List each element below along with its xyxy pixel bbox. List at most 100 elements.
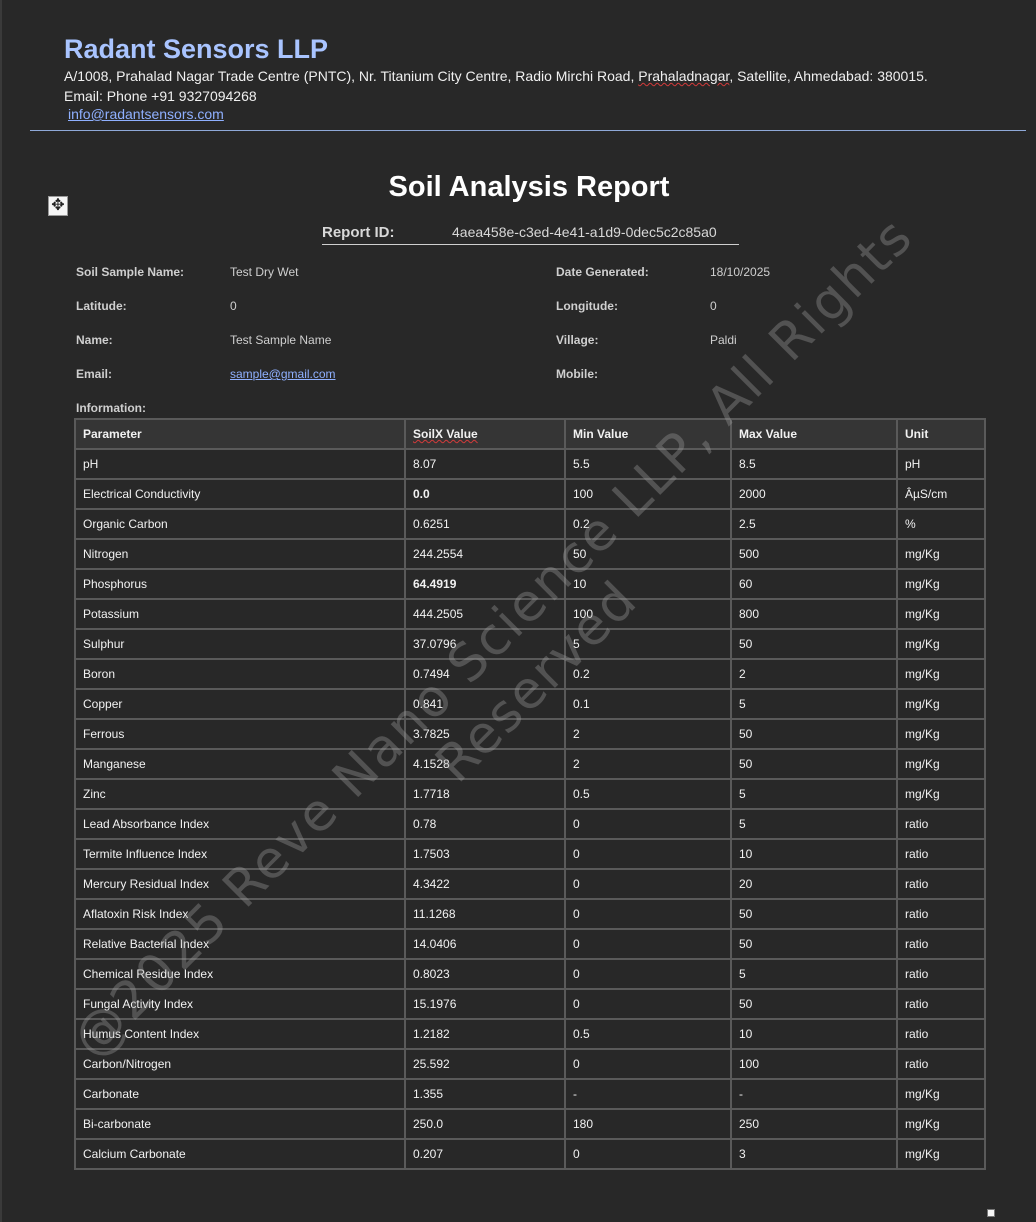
cell-soilx-value: 4.3422 — [404, 868, 566, 900]
company-name: Radant Sensors LLP — [64, 34, 329, 64]
move-table-icon[interactable]: ✥ — [48, 196, 68, 216]
cell-soilx-value: 14.0406 — [404, 928, 566, 960]
cell-unit: mg/Kg — [896, 568, 986, 600]
table-row: Phosphorus 64.4919 10 60 mg/Kg — [74, 568, 986, 600]
cell-min-value: 0.5 — [564, 1018, 732, 1050]
table-resize-handle[interactable] — [987, 1209, 995, 1217]
table-row: Fungal Activity Index 15.1976 0 50 ratio — [74, 988, 986, 1020]
header-unit: Unit — [896, 418, 986, 450]
cell-min-value: 0.5 — [564, 778, 732, 810]
table-row: Lead Absorbance Index 0.78 0 5 ratio — [74, 808, 986, 840]
cell-parameter: pH — [74, 448, 406, 480]
cell-min-value: 0 — [564, 868, 732, 900]
cell-max-value: 50 — [730, 928, 898, 960]
cell-min-value: 0.1 — [564, 688, 732, 720]
cell-unit: mg/Kg — [896, 718, 986, 750]
cell-soilx-value: 250.0 — [404, 1108, 566, 1140]
header-soilx-value: SoilX Value — [404, 418, 566, 450]
cell-max-value: 50 — [730, 988, 898, 1020]
address-misspelled-word[interactable]: Prahaladnagar — [638, 68, 730, 84]
cell-parameter: Relative Bacterial Index — [74, 928, 406, 960]
cell-unit: ratio — [896, 868, 986, 900]
cell-unit: ratio — [896, 988, 986, 1020]
header-soilx-value-text: SoilX Value — [413, 427, 478, 441]
table-header-row: Parameter SoilX Value Min Value Max Valu… — [74, 418, 986, 450]
cell-min-value: 50 — [564, 538, 732, 570]
cell-min-value: 180 — [564, 1108, 732, 1140]
cell-parameter: Copper — [74, 688, 406, 720]
cell-min-value: 0.2 — [564, 508, 732, 540]
cell-parameter: Zinc — [74, 778, 406, 810]
page-left-edge — [0, 0, 2, 1222]
table-row: Relative Bacterial Index 14.0406 0 50 ratio — [74, 928, 986, 960]
company-email-link[interactable]: info@radantsensors.com — [68, 106, 224, 122]
cell-unit: mg/Kg — [896, 778, 986, 810]
cell-unit: ratio — [896, 1048, 986, 1080]
cell-unit: ratio — [896, 838, 986, 870]
cell-unit: mg/Kg — [896, 748, 986, 780]
cell-unit: ratio — [896, 898, 986, 930]
cell-unit: mg/Kg — [896, 538, 986, 570]
cell-soilx-value: 25.592 — [404, 1048, 566, 1080]
cell-max-value: 5 — [730, 958, 898, 990]
latitude-label: Latitude: — [76, 299, 127, 313]
cell-soilx-value: 0.841 — [404, 688, 566, 720]
cell-unit: mg/Kg — [896, 1108, 986, 1140]
name-value: Test Sample Name — [230, 333, 332, 347]
cell-max-value: 100 — [730, 1048, 898, 1080]
cell-max-value: 800 — [730, 598, 898, 630]
cell-soilx-value: 444.2505 — [404, 598, 566, 630]
table-row: Copper 0.841 0.1 5 mg/Kg — [74, 688, 986, 720]
sample-name-label: Soil Sample Name: — [76, 265, 185, 279]
date-generated-label: Date Generated: — [556, 265, 649, 279]
table-row: Zinc 1.7718 0.5 5 mg/Kg — [74, 778, 986, 810]
table-body: pH 8.07 5.5 8.5 pH Electrical Conductivity 0.0… — [74, 448, 986, 1170]
cell-unit: % — [896, 508, 986, 540]
cell-soilx-value: 0.0 — [404, 478, 566, 510]
company-contact: Email: Phone +91 9327094268 — [64, 88, 257, 104]
table-row: Calcium Carbonate 0.207 0 3 mg/Kg — [74, 1138, 986, 1170]
cell-max-value: 50 — [730, 898, 898, 930]
cell-unit: pH — [896, 448, 986, 480]
cell-min-value: 2 — [564, 718, 732, 750]
cell-soilx-value: 0.6251 — [404, 508, 566, 540]
cell-parameter: Sulphur — [74, 628, 406, 660]
cell-parameter: Organic Carbon — [74, 508, 406, 540]
table-row: Organic Carbon 0.6251 0.2 2.5% — [74, 508, 986, 540]
cell-max-value: 2.5 — [730, 508, 898, 540]
cell-min-value: 0 — [564, 928, 732, 960]
cell-max-value: 10 — [730, 838, 898, 870]
cell-min-value: 10 — [564, 568, 732, 600]
table-row: Electrical Conductivity 0.0 100 2000 ÂµS/cm — [74, 478, 986, 510]
cell-max-value: 250 — [730, 1108, 898, 1140]
cell-min-value: 0 — [564, 838, 732, 870]
cell-unit: mg/Kg — [896, 658, 986, 690]
cell-soilx-value: 8.07 — [404, 448, 566, 480]
address-part: A/1008, Prahalad Nagar Trade Centre (PNT… — [64, 68, 639, 84]
table-row: Sulphur 37.0796 5 50 mg/Kg — [74, 628, 986, 660]
table-row: Carbon/Nitrogen 25.592 0 100 ratio — [74, 1048, 986, 1080]
report-id-label: Report ID: — [322, 224, 395, 241]
cell-soilx-value: 244.2554 — [404, 538, 566, 570]
cell-soilx-value: 1.2182 — [404, 1018, 566, 1050]
cell-soilx-value: 4.1528 — [404, 748, 566, 780]
name-label: Name: — [76, 333, 113, 347]
date-generated-value: 18/10/2025 — [710, 265, 771, 279]
address-part: , Satellite, Ahmedabad: 380015. — [729, 68, 928, 84]
cell-soilx-value: 37.0796 — [404, 628, 566, 660]
cell-min-value: - — [564, 1078, 732, 1110]
table-row: Ferrous 3.7825 2 50 mg/Kg — [74, 718, 986, 750]
table-row: Nitrogen 244.2554 50 500 mg/Kg — [74, 538, 986, 570]
cell-soilx-value: 3.7825 — [404, 718, 566, 750]
cell-max-value: 8.5 — [730, 448, 898, 480]
sample-name-value: Test Dry Wet — [230, 265, 299, 279]
cell-parameter: Boron — [74, 658, 406, 690]
sample-email-link[interactable]: sample@gmail.com — [230, 367, 336, 381]
cell-parameter: Calcium Carbonate — [74, 1138, 406, 1170]
longitude-label: Longitude: — [556, 299, 618, 313]
cell-max-value: 5 — [730, 688, 898, 720]
cell-parameter: Aflatoxin Risk Index — [74, 898, 406, 930]
table-row: Carbonate 1.355- - mg/Kg — [74, 1078, 986, 1110]
cell-min-value: 0.2 — [564, 658, 732, 690]
cell-unit: ratio — [896, 808, 986, 840]
